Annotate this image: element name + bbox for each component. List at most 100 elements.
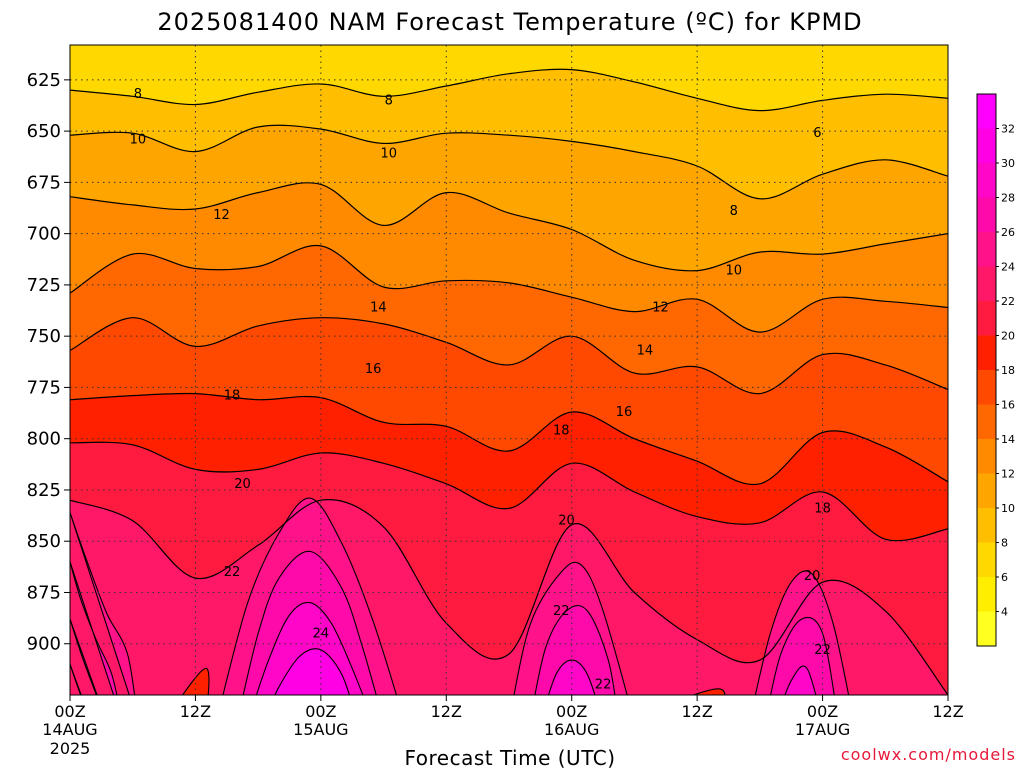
- colorbar-tick-26: 26: [1001, 226, 1015, 239]
- contour-label-8: 12: [652, 300, 669, 315]
- xtick-date-0: 14AUG: [42, 720, 97, 739]
- xtick-date-48: 16AUG: [544, 720, 599, 739]
- ytick-label-800: 800: [27, 429, 61, 450]
- xtick-label-60: 12Z: [681, 702, 712, 721]
- warm-cell-30-12: [274, 648, 351, 695]
- ytick-label-700: 700: [27, 224, 61, 245]
- colorbar-tick-14: 14: [1001, 433, 1015, 446]
- colorbar-tick-32: 32: [1001, 123, 1015, 136]
- xtick-label-84: 12Z: [932, 702, 963, 721]
- ytick-label-825: 825: [27, 480, 61, 501]
- contour-label-2: 6: [813, 126, 821, 141]
- colorbar-band-10: [977, 473, 996, 508]
- contour-label-6: 12: [213, 208, 230, 223]
- colorbar-band-6: [977, 542, 996, 577]
- contour-label-16: 20: [234, 477, 251, 492]
- colorbar-band-30: [977, 128, 996, 163]
- colorbar-tick-28: 28: [1001, 192, 1015, 205]
- contour-label-4: 10: [381, 147, 398, 162]
- xtick-label-72: 00Z: [807, 702, 838, 721]
- colorbar-tick-16: 16: [1001, 399, 1015, 412]
- warm-cell-26-5: [534, 604, 616, 695]
- contour-label-13: 18: [224, 389, 241, 404]
- contour-label-22: 22: [814, 643, 831, 658]
- isotherm-8: [70, 68, 948, 112]
- xtick-label-0: 00Z: [54, 702, 85, 721]
- isotherm-10: [70, 124, 948, 200]
- ytick-label-650: 650: [27, 121, 61, 142]
- contour-label-3: 10: [130, 132, 147, 147]
- contour-label-10: 14: [637, 344, 654, 359]
- cool-cell-0: [181, 667, 210, 695]
- contour-label-23: 24: [313, 626, 330, 641]
- contour-label-17: 20: [558, 514, 575, 529]
- isotherm-16: [70, 317, 948, 395]
- colorbar-band-22: [977, 266, 996, 301]
- isotherm-12: [70, 182, 948, 272]
- ytick-label-725: 725: [27, 275, 61, 296]
- contour-label-0: 8: [134, 87, 142, 102]
- colorbar-band-28: [977, 163, 996, 198]
- temperature-fill-layer: [70, 45, 948, 695]
- plot-frame: [69, 44, 949, 696]
- colorbar-band-16: [977, 370, 996, 405]
- warm-cell-28-10: [784, 665, 817, 695]
- xtick-label-36: 12Z: [431, 702, 462, 721]
- colorbar-tick-4: 4: [1001, 606, 1008, 619]
- colorbar-band-4: [977, 577, 996, 612]
- contour-label-19: 22: [224, 565, 241, 580]
- isotherm-20: [70, 441, 948, 542]
- isotherm-layer: [70, 68, 948, 695]
- colorbar: 4 6 8 10 12 14 16 18 20 22 24 26 28 30 32: [976, 93, 1015, 647]
- warm-cell-28-11: [70, 618, 98, 695]
- warm-cell-24-3: [70, 512, 136, 695]
- grid-layer: [70, 45, 948, 695]
- ytick-label-875: 875: [27, 582, 61, 603]
- cool-cell-1: [691, 688, 726, 695]
- warm-cell-26-6: [770, 616, 835, 695]
- ytick-label-750: 750: [27, 326, 61, 347]
- colorbar-tick-8: 8: [1001, 537, 1008, 550]
- contour-label-5: 8: [730, 204, 738, 219]
- contour-label-layer: 8 8 6 10 10 8 12 10 12 14 14 16 16 18 18 18 20 20 20 22 22 22…: [130, 87, 831, 693]
- contour-label-7: 10: [725, 264, 742, 279]
- colorbar-band-24: [977, 232, 996, 267]
- x-axis-title: Forecast Time (UTC): [404, 746, 615, 768]
- colorbar-band-20: [977, 301, 996, 336]
- xtick-year-0: 2025: [50, 739, 91, 758]
- colorbar-tick-30: 30: [1001, 157, 1015, 170]
- contour-label-15: 18: [814, 501, 831, 516]
- colorbar-band-12: [977, 439, 996, 474]
- warm-cell-30-13: [70, 664, 82, 695]
- isotherm-22: [70, 499, 948, 695]
- contour-label-14: 18: [553, 423, 570, 438]
- colorbar-band-32: [977, 94, 996, 129]
- xtick-date-72: 17AUG: [795, 720, 850, 739]
- contour-label-11: 16: [365, 362, 382, 377]
- xtick-label-12: 12Z: [180, 702, 211, 721]
- colorbar-tick-12: 12: [1001, 468, 1015, 481]
- contour-label-18: 20: [804, 569, 821, 584]
- colorbar-band-26: [977, 197, 996, 232]
- credit-text: coolwx.com/models: [841, 745, 1016, 764]
- ytick-label-625: 625: [27, 70, 61, 91]
- colorbar-tick-20: 20: [1001, 330, 1015, 343]
- colorbar-band-8: [977, 508, 996, 543]
- colorbar-tick-10: 10: [1001, 502, 1015, 515]
- colorbar-band-2: [977, 611, 996, 646]
- xtick-label-48: 00Z: [556, 702, 587, 721]
- colorbar-tick-24: 24: [1001, 261, 1015, 274]
- ytick-label-675: 675: [27, 172, 61, 193]
- ytick-label-775: 775: [27, 377, 61, 398]
- plot-area: 8 8 6 10 10 8 12 10 12 14 14 16 16 18 18 18 20 20 20 22 22 22…: [69, 44, 949, 696]
- contour-label-1: 8: [385, 93, 393, 108]
- chart-title: 2025081400 NAM Forecast Temperature (ºC)…: [157, 8, 862, 36]
- contour-label-21: 22: [595, 678, 612, 693]
- isotherm-14: [70, 244, 948, 333]
- colorbar-tick-18: 18: [1001, 364, 1015, 377]
- contour-label-12: 16: [616, 405, 633, 420]
- y-axis: 625 650 675 700 725 750 775 800 825 850 875 900: [27, 70, 70, 655]
- colorbar-band-18: [977, 335, 996, 370]
